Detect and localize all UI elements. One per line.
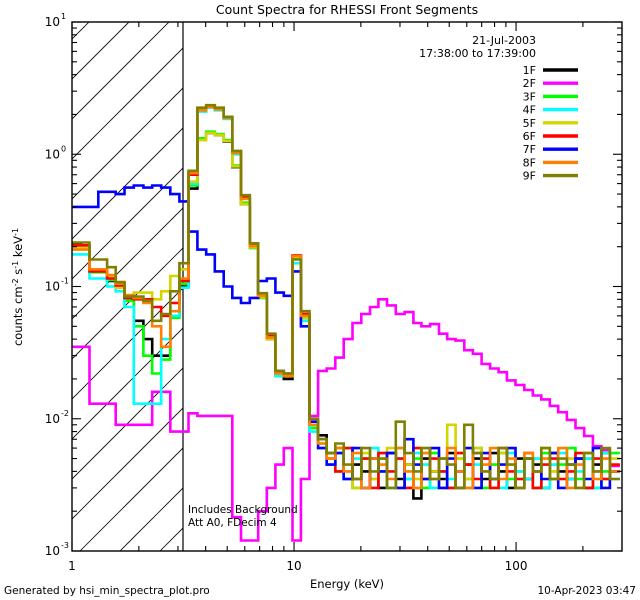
legend-label-8f: 8F xyxy=(523,156,536,169)
legend-label-3f: 3F xyxy=(523,90,536,103)
legend-label-1f: 1F xyxy=(523,64,536,77)
svg-text:-1: -1 xyxy=(61,277,69,286)
svg-text:-3: -3 xyxy=(61,541,69,550)
svg-text:1: 1 xyxy=(61,12,66,21)
annotation-attenuator: Att A0, FDecim 4 xyxy=(188,517,277,529)
x-tick-labels: 1 10 100 xyxy=(68,559,527,573)
y-tick-label: 10 -2 xyxy=(45,409,69,426)
svg-text:10: 10 xyxy=(45,544,60,558)
footer-generator: Generated by hsi_min_spectra_plot.pro xyxy=(4,585,210,597)
footer-timestamp: 10-Apr-2023 03:47 xyxy=(537,585,636,597)
legend-label-7f: 7F xyxy=(523,143,536,156)
x-tick-label: 100 xyxy=(505,559,528,573)
x-tick-label: 10 xyxy=(286,559,301,573)
spectrum-line-9f xyxy=(72,103,620,490)
svg-text:10: 10 xyxy=(45,412,60,426)
legend-label-9f: 9F xyxy=(523,170,536,183)
y-tick-label: 10 -3 xyxy=(45,541,69,558)
svg-text:10: 10 xyxy=(45,15,60,29)
y-axis-label: counts cm-2 s-1 keV-1 xyxy=(11,228,25,346)
legend-label-5f: 5F xyxy=(523,117,536,130)
y-axis-label-sup2: -1 xyxy=(11,261,20,269)
y-tick-label: 10 1 xyxy=(45,12,66,29)
x-tick-label: 1 xyxy=(68,559,76,573)
legend-label-4f: 4F xyxy=(523,104,536,117)
y-axis-label-sup3: -1 xyxy=(11,228,20,236)
svg-text:10: 10 xyxy=(45,280,60,294)
y-axis-label-sup1: -2 xyxy=(11,278,20,286)
spectra-series-group xyxy=(72,103,620,542)
y-axis-label-a: counts cm xyxy=(11,286,25,346)
observation-date: 21-Jul-2003 xyxy=(472,34,536,47)
excluded-energy-hatch xyxy=(72,22,183,551)
axis-ticks xyxy=(71,21,622,552)
legend-label-6f: 6F xyxy=(523,130,536,143)
svg-text:0: 0 xyxy=(61,144,66,153)
x-axis-label: Energy (keV) xyxy=(310,577,384,591)
y-tick-label: 10 -1 xyxy=(45,277,69,294)
legend-label-2f: 2F xyxy=(523,77,536,90)
svg-text:-2: -2 xyxy=(61,409,69,418)
annotation-background: Includes Background xyxy=(188,504,298,516)
svg-text:10: 10 xyxy=(45,147,60,161)
spectrum-line-8f xyxy=(72,105,620,490)
y-tick-label: 10 0 xyxy=(45,144,66,161)
page-title: Count Spectra for RHESSI Front Segments xyxy=(216,2,478,17)
y-axis-label-b: s xyxy=(11,269,25,279)
y-axis-label-c: keV xyxy=(11,236,25,261)
spectrum-line-2f xyxy=(72,298,620,542)
observation-interval: 17:38:00 to 17:39:00 xyxy=(419,47,536,60)
